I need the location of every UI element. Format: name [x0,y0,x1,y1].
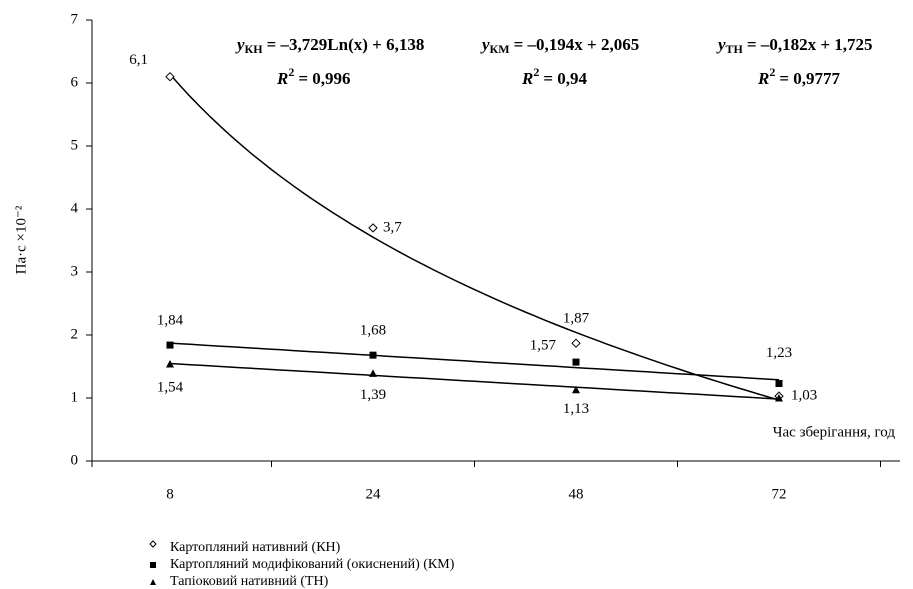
data-label: 1,23 [766,345,792,361]
x-annotation: Час зберігання, год [773,424,896,440]
trendline [169,73,780,401]
data-label: 6,1 [129,52,148,68]
data-label: 1,03 [791,388,817,404]
r-squared-part: R [276,69,288,88]
data-label: 1,13 [563,401,589,417]
legend-marker [150,562,156,568]
trendline [169,342,780,381]
data-label: 1,54 [157,379,184,395]
r-squared-part: = 0,94 [543,69,587,88]
legend-marker [149,540,157,548]
marker [369,369,377,377]
marker [572,358,580,366]
marker [572,385,580,394]
data-label: 1,84 [157,313,184,329]
equation-part: y [235,35,245,54]
data-label: 3,7 [383,219,402,235]
marker [166,359,174,368]
legend-marker [150,579,156,585]
x-tick-label: 24 [366,486,382,502]
y-tick-label: 5 [71,137,79,153]
x-tick-label: 48 [569,486,584,502]
data-label: 1,57 [530,338,557,354]
legend-entry: Картопляний нативний (КН) [149,540,341,555]
y-tick-label: 3 [71,263,79,279]
marker [775,394,783,402]
y-tick-label: 6 [71,74,79,90]
equation-part: КН [245,42,264,56]
data-label: 1,39 [360,387,386,403]
legend-label: Картопляний нативний (КН) [170,540,341,555]
equation-part: = –3,729Ln(x) + 6,138 [267,35,425,54]
r-squared: R2 = 0,996 [276,65,351,88]
legend-entry: Тапіоковий нативний (ТН) [150,574,329,589]
equation-part: = –0,194x + 2,065 [514,35,640,54]
marker [368,223,378,233]
y-tick-label: 4 [71,200,79,216]
y-tick-label: 2 [71,326,79,342]
marker [571,338,581,348]
x-tick-label: 8 [166,486,174,502]
r-squared-part: R [757,69,769,88]
r-squared-part: 2 [769,65,775,79]
equation-part: ТН [726,42,744,56]
trendline [169,362,780,400]
marker [166,341,174,349]
y-tick-label: 1 [71,389,79,405]
x-tick-label: 72 [772,486,787,502]
r-squared-part: 2 [288,65,294,79]
r-squared: R2 = 0,94 [521,65,588,88]
r-squared-part: 2 [533,65,539,79]
r-squared: R2 = 0,9777 [757,65,841,88]
legend-entry: Картопляний модифікований (окиснений) (К… [150,557,455,572]
r-squared-part: = 0,9777 [779,69,840,88]
equation: yКМ = –0,194x + 2,065 [480,35,639,56]
marker [369,351,377,359]
y-tick-label: 7 [71,11,79,27]
equation-part: y [716,35,726,54]
r-squared-part: R [521,69,533,88]
equation-part: y [480,35,490,54]
legend-label: Картопляний модифікований (окиснений) (К… [170,557,455,572]
marker [165,71,175,82]
data-label: 1,68 [360,323,386,339]
r-squared-part: = 0,996 [298,69,350,88]
equation-part: КМ [490,42,510,56]
y-axis-label: Па·с ×10⁻² [13,205,29,274]
y-tick-label: 0 [71,452,79,468]
marker [775,380,783,388]
data-label: 1,87 [563,311,590,327]
equation: yТН = –0,182x + 1,725 [716,35,873,56]
equation: yКН = –3,729Ln(x) + 6,138 [235,35,424,56]
legend-label: Тапіоковий нативний (ТН) [170,574,329,589]
equation-part: = –0,182x + 1,725 [747,35,873,54]
